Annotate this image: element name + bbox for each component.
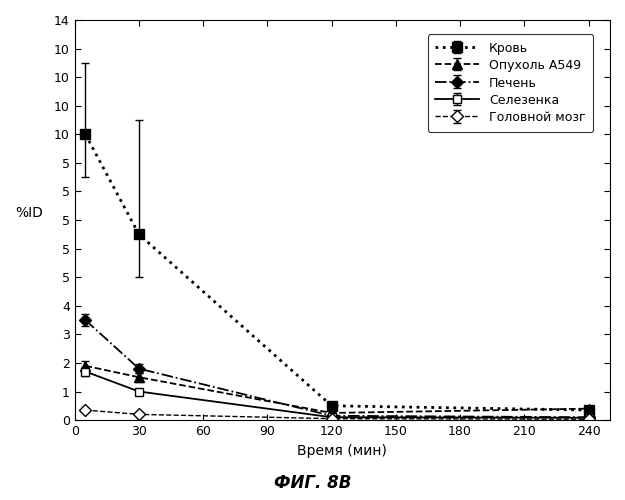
Text: ФИГ. 8В: ФИГ. 8В: [274, 474, 351, 492]
Y-axis label: %ID: %ID: [15, 206, 43, 220]
X-axis label: Время (мин): Время (мин): [298, 444, 388, 458]
Legend: Кровь, Опухоль A549, Печень, Селезенка, Головной мозг: Кровь, Опухоль A549, Печень, Селезенка, …: [428, 34, 593, 132]
